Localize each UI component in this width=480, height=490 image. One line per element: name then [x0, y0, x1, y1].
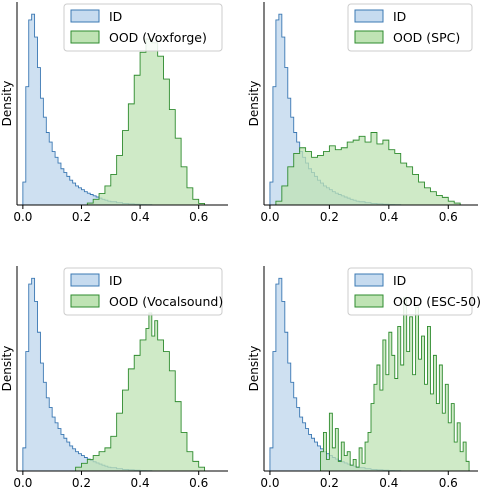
legend-label-id: ID	[109, 9, 122, 24]
x-tick-label: 0.4	[131, 476, 150, 490]
series-area-ood	[317, 297, 470, 472]
x-tick-label: 0.0	[260, 476, 279, 490]
x-tick-label: 0.4	[379, 210, 398, 224]
x-tick-label: 0.4	[131, 210, 150, 224]
y-axis-label: Density	[247, 346, 261, 392]
chart-panel-4: 0.0 0.2 0.4 0.6 Density ID OOD (ESC-50)	[247, 266, 480, 490]
legend-label-id: ID	[393, 273, 406, 288]
x-tick-label: 0.4	[379, 476, 398, 490]
y-axis-label: Density	[0, 346, 14, 392]
x-tick-label: 0.2	[72, 210, 91, 224]
x-tick-label: 0.2	[72, 476, 91, 490]
legend-swatch-id	[354, 273, 384, 287]
legend-label-ood: OOD (SPC)	[393, 30, 460, 45]
legend-box	[63, 267, 223, 316]
legend-label-id: ID	[109, 273, 122, 288]
legend: ID OOD (Vocalsound)	[63, 267, 223, 316]
chart-panel-2: 0.0 0.2 0.4 0.6 Density ID OOD (SPC)	[247, 2, 478, 224]
legend-box	[63, 3, 223, 52]
legend-swatch-ood	[70, 30, 100, 44]
legend-label-ood: OOD (Voxforge)	[109, 30, 207, 45]
x-tick-label: 0.6	[439, 210, 458, 224]
series-area-ood	[269, 132, 461, 206]
legend: ID OOD (SPC)	[347, 3, 473, 52]
legend-label-id: ID	[393, 9, 406, 24]
legend: ID OOD (ESC-50)	[347, 267, 480, 316]
legend-label-ood: OOD (ESC-50)	[393, 294, 480, 309]
series-area-ood	[69, 312, 206, 472]
legend-swatch-ood	[354, 294, 384, 308]
x-tick-label: 0.2	[320, 476, 339, 490]
legend-swatch-id	[354, 9, 384, 23]
x-tick-label: 0.0	[13, 210, 32, 224]
y-axis-label: Density	[0, 81, 14, 127]
legend-swatch-ood	[354, 30, 384, 44]
legend: ID OOD (Voxforge)	[63, 3, 223, 52]
chart-panel-1: 0.0 0.2 0.4 0.6 Density ID OOD (Voxforge)	[0, 2, 228, 224]
legend-label-ood: OOD (Vocalsound)	[109, 294, 223, 309]
x-tick-label: 0.0	[13, 476, 32, 490]
y-axis-label: Density	[247, 81, 261, 127]
x-tick-label: 0.2	[320, 210, 339, 224]
x-tick-label: 0.6	[189, 476, 208, 490]
legend-swatch-ood	[70, 294, 100, 308]
series-area-ood	[81, 38, 206, 206]
legend-swatch-id	[70, 273, 100, 287]
chart-panel-3: 0.0 0.2 0.4 0.6 Density ID OOD (Vocalsound)	[0, 266, 228, 490]
x-tick-label: 0.6	[189, 210, 208, 224]
x-tick-label: 0.6	[439, 476, 458, 490]
x-tick-label: 0.0	[260, 210, 279, 224]
legend-swatch-id	[70, 9, 100, 23]
